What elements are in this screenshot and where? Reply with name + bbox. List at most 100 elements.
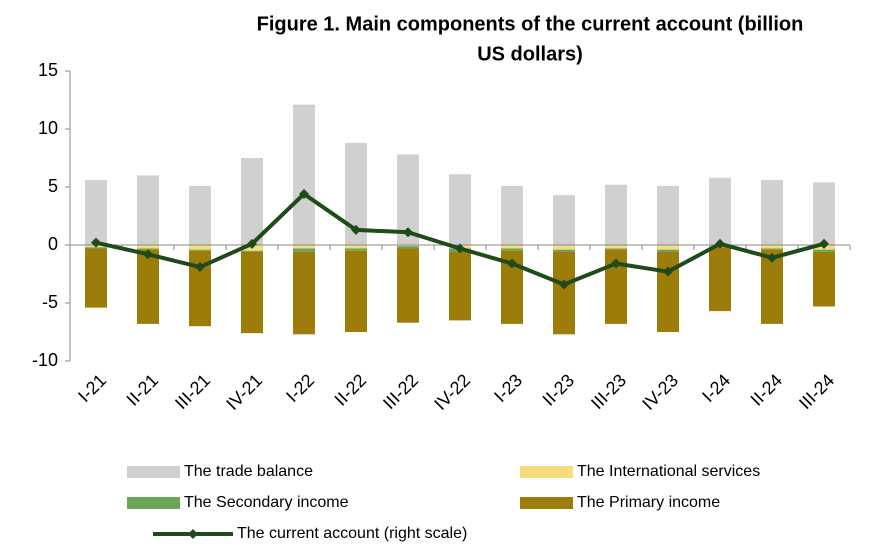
- marker: [299, 188, 309, 199]
- bar: [241, 250, 263, 252]
- chart-title: Figure 1. Main components of the current…: [257, 13, 804, 35]
- marker: [143, 249, 153, 260]
- bar: [813, 249, 835, 252]
- bar: [137, 249, 159, 324]
- marker: [455, 243, 465, 254]
- marker: [351, 224, 361, 235]
- marker: [507, 258, 517, 269]
- bar: [345, 250, 367, 332]
- bar: [501, 245, 523, 249]
- x-tick-label: II-21: [123, 370, 163, 410]
- bar: [241, 251, 263, 334]
- bar: [553, 195, 575, 245]
- legend-label: The Secondary income: [184, 494, 349, 511]
- bar: [709, 247, 731, 312]
- bar: [293, 251, 315, 335]
- bar: [657, 251, 679, 332]
- marker: [403, 227, 413, 238]
- bar: [137, 245, 159, 249]
- bar: [813, 182, 835, 245]
- x-tick-label: III-22: [379, 370, 422, 413]
- x-tick-label: IV-22: [430, 370, 474, 414]
- bar: [657, 249, 679, 252]
- x-tick-label: I-24: [698, 370, 734, 406]
- y-tick-label: -10: [32, 350, 58, 370]
- x-tick-label: II-24: [747, 370, 787, 410]
- bar: [345, 248, 367, 251]
- x-tick-label: III-21: [171, 370, 214, 413]
- bar: [657, 185, 679, 245]
- legend-swatch: [127, 466, 180, 478]
- legend-swatch: [520, 466, 573, 478]
- bar: [85, 180, 107, 245]
- y-tick-label: -5: [42, 292, 58, 312]
- bar: [397, 246, 419, 249]
- marker: [715, 238, 725, 249]
- bar: [709, 177, 731, 245]
- x-tick-label: IV-23: [638, 370, 682, 414]
- x-tick-label: II-23: [539, 370, 579, 410]
- bar: [657, 245, 679, 250]
- legend-swatch: [127, 497, 180, 509]
- bar: [501, 248, 523, 251]
- bar: [293, 248, 315, 252]
- bar: [605, 245, 627, 249]
- x-tick-label: IV-21: [222, 370, 266, 414]
- x-tick-label: I-21: [74, 370, 110, 406]
- x-tick-label: II-22: [331, 370, 371, 410]
- bar: [137, 175, 159, 245]
- bar: [397, 248, 419, 323]
- legend-label: The Primary income: [577, 494, 720, 511]
- bar: [553, 245, 575, 250]
- y-tick-label: 15: [38, 60, 58, 80]
- bar: [605, 249, 627, 324]
- bar: [189, 249, 211, 251]
- bar: [345, 142, 367, 245]
- x-tick-label: I-23: [490, 370, 526, 406]
- bar: [605, 184, 627, 245]
- bar: [553, 249, 575, 252]
- y-tick-label: 10: [38, 118, 58, 138]
- bar: [293, 104, 315, 245]
- legend-swatch: [188, 529, 198, 539]
- marker: [195, 262, 205, 273]
- bar: [501, 185, 523, 245]
- legend-label: The current account (right scale): [237, 525, 467, 542]
- bar: [449, 251, 471, 321]
- bar: [605, 248, 627, 250]
- x-tick-label: I-22: [282, 370, 318, 406]
- bar: [553, 251, 575, 335]
- y-tick-label: 5: [48, 176, 58, 196]
- bar: [137, 248, 159, 250]
- bar: [813, 251, 835, 307]
- marker: [663, 266, 673, 277]
- marker: [611, 258, 621, 269]
- x-tick-label: III-23: [587, 370, 630, 413]
- y-tick-label: 0: [48, 234, 58, 254]
- chart-title: US dollars): [477, 43, 583, 65]
- bar: [761, 248, 783, 250]
- legend-label: The International services: [577, 463, 760, 480]
- bar: [761, 249, 783, 324]
- x-tick-label: III-24: [795, 370, 838, 413]
- marker: [247, 238, 257, 249]
- bar: [501, 250, 523, 324]
- legend-swatch: [520, 497, 573, 509]
- bar: [293, 245, 315, 249]
- bar: [241, 158, 263, 245]
- bar: [345, 245, 367, 249]
- marker: [559, 279, 569, 290]
- bar: [397, 154, 419, 245]
- bar: [85, 248, 107, 308]
- bar: [189, 245, 211, 250]
- marker: [819, 238, 829, 249]
- marker: [767, 252, 777, 263]
- bar: [397, 245, 419, 247]
- bar: [85, 247, 107, 249]
- bar: [449, 174, 471, 245]
- bar: [761, 245, 783, 249]
- marker: [91, 237, 101, 248]
- bar: [189, 185, 211, 245]
- bar: [189, 250, 211, 327]
